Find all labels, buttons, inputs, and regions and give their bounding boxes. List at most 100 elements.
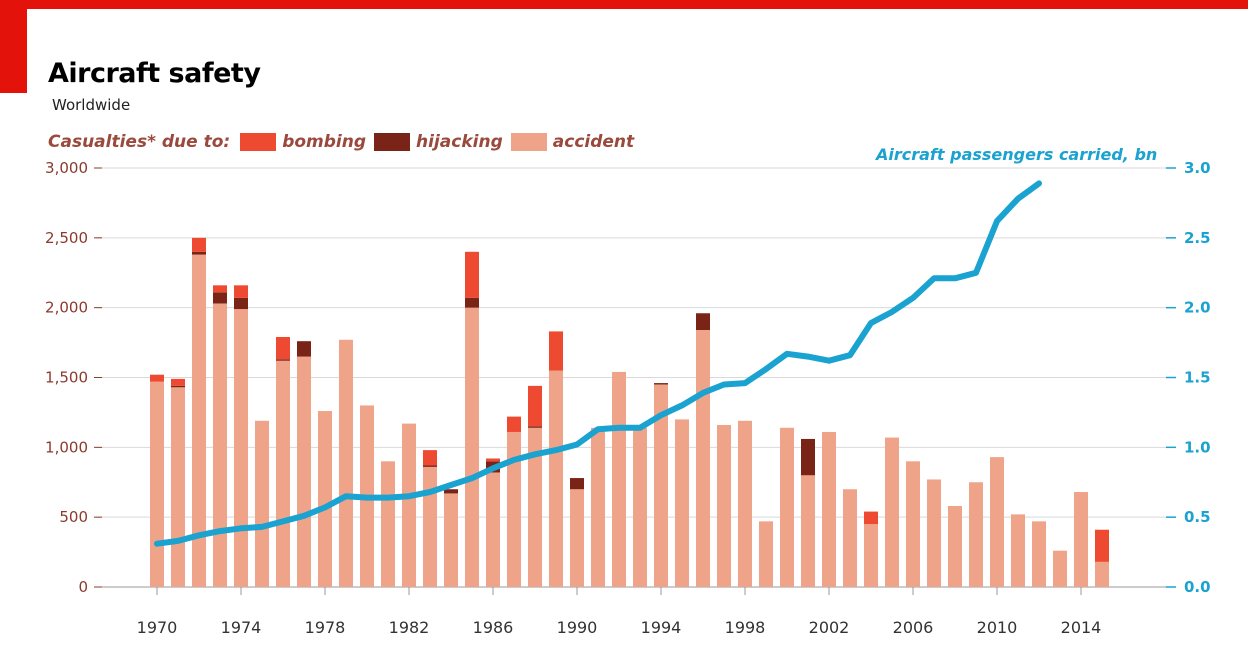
- right-tick-label: 2.0: [1184, 299, 1211, 317]
- bar-accident-1990: [570, 489, 584, 587]
- x-tick-label: 2006: [893, 618, 934, 637]
- bar-accident-2010: [990, 457, 1004, 587]
- bar-hijacking-1977: [297, 341, 311, 357]
- bar-hijacking-1990: [570, 478, 584, 490]
- legend-label: Casualties* due to:: [48, 132, 231, 152]
- bar-hijacking-1994: [654, 383, 668, 385]
- left-tick-label: 1,000: [45, 438, 88, 456]
- legend-text-hijacking: hijacking: [416, 132, 503, 152]
- bar-accident-1971: [171, 387, 185, 587]
- bar-accident-2013: [1053, 550, 1067, 587]
- x-tick-label: 2014: [1061, 618, 1102, 637]
- bar-hijacking-1971: [171, 385, 185, 388]
- bar-accident-1978: [318, 411, 332, 587]
- bar-accident-1982: [402, 423, 416, 587]
- bar-hijacking-1984: [444, 489, 458, 494]
- left-tick-label: 2,500: [45, 229, 88, 247]
- bar-hijacking-1974: [234, 297, 248, 310]
- bar-accident-1981: [381, 461, 395, 587]
- bar-accident-1995: [675, 419, 689, 587]
- x-tick-label: 1982: [389, 618, 430, 637]
- chart-title: Aircraft safety: [48, 58, 261, 89]
- legend-text-bombing: bombing: [282, 132, 367, 152]
- legend-text-accident: accident: [552, 132, 635, 152]
- x-tick-label: 2002: [809, 618, 850, 637]
- bar-accident-1993: [633, 427, 647, 587]
- bar-accident-2001: [801, 475, 815, 587]
- bar-hijacking-1996: [696, 313, 710, 331]
- legend-swatch-hijacking: [374, 133, 411, 151]
- bar-hijacking-1973: [213, 292, 227, 304]
- bar-accident-2002: [822, 431, 836, 587]
- right-tick-label: 2.5: [1184, 229, 1211, 247]
- left-tick-label: 2,000: [45, 299, 88, 317]
- bar-accident-2005: [885, 437, 899, 587]
- legend: Casualties* due to: bombing hijacking ac…: [48, 131, 642, 153]
- bar-accident-2012: [1032, 521, 1046, 587]
- bar-accident-1994: [654, 384, 668, 587]
- bar-accident-1986: [486, 472, 500, 587]
- bar-accident-2006: [906, 461, 920, 587]
- bar-hijacking-1985: [465, 297, 479, 308]
- top-red-bar: [0, 0, 1248, 9]
- left-tick-label: 0: [78, 578, 88, 596]
- bar-bombing-1970: [150, 374, 164, 382]
- bar-accident-1972: [192, 254, 206, 588]
- bar-accident-1970: [150, 381, 164, 587]
- legend-swatch-accident: [510, 133, 547, 151]
- right-tick-label: 0.0: [1184, 578, 1211, 596]
- right-tick-label: 0.5: [1184, 508, 1211, 526]
- chart-subtitle: Worldwide: [52, 96, 131, 114]
- bar-bombing-1976: [276, 336, 290, 360]
- bar-bombing-1989: [549, 331, 563, 371]
- bar-accident-1988: [528, 427, 542, 587]
- bar-accident-1983: [423, 466, 437, 587]
- bar-bombing-1971: [171, 378, 185, 386]
- bar-accident-1973: [213, 303, 227, 587]
- passengers-line: [154, 180, 1042, 547]
- bar-accident-1999: [759, 521, 773, 587]
- x-tick-label: 1978: [305, 618, 346, 637]
- bar-accident-1979: [339, 339, 353, 587]
- bar-accident-2007: [927, 479, 941, 587]
- bar-hijacking-1988: [528, 426, 542, 428]
- x-tick-label: 1974: [221, 618, 262, 637]
- bar-bombing-2015: [1095, 529, 1109, 562]
- x-tick-label: 1994: [641, 618, 682, 637]
- bar-accident-2011: [1011, 514, 1025, 587]
- legend-item-bombing: bombing: [240, 132, 366, 152]
- legend-item-hijacking: hijacking: [374, 132, 503, 152]
- bar-accident-1987: [507, 431, 521, 587]
- bar-accident-1974: [234, 309, 248, 587]
- bar-accident-2015: [1095, 561, 1109, 587]
- x-tick-label: 1970: [137, 618, 178, 637]
- bar-accident-1989: [549, 370, 563, 587]
- bar-bombing-1983: [423, 450, 437, 466]
- bar-accident-1977: [297, 356, 311, 587]
- bar-accident-1991: [591, 427, 605, 587]
- bar-accident-2003: [843, 489, 857, 587]
- bar-accident-2008: [948, 505, 962, 587]
- bar-bombing-2004: [864, 511, 878, 525]
- bar-hijacking-1972: [192, 251, 206, 255]
- x-tick-label: 1990: [557, 618, 598, 637]
- left-tick-label: 3,000: [45, 159, 88, 177]
- left-tick-label: 500: [59, 508, 88, 526]
- bar-bombing-1986: [486, 458, 500, 462]
- bar-accident-2004: [864, 524, 878, 587]
- red-corner-tag: [0, 0, 27, 93]
- bar-accident-1992: [612, 371, 626, 587]
- bar-hijacking-2001: [801, 438, 815, 476]
- left-tick-label: 1,500: [45, 369, 88, 387]
- bar-hijacking-1976: [276, 359, 290, 361]
- bar-bombing-1985: [465, 251, 479, 298]
- bar-accident-1998: [738, 420, 752, 587]
- right-tick-label: 3.0: [1184, 159, 1211, 177]
- right-tick-label: 1.5: [1184, 369, 1211, 387]
- right-tick-label: 1.0: [1184, 438, 1211, 456]
- bar-accident-2014: [1074, 492, 1088, 587]
- legend-swatch-bombing: [240, 133, 277, 151]
- x-tick-label: 1986: [473, 618, 514, 637]
- passengers-line-label: Aircraft passengers carried, bn: [876, 145, 1158, 164]
- bar-accident-2000: [780, 427, 794, 587]
